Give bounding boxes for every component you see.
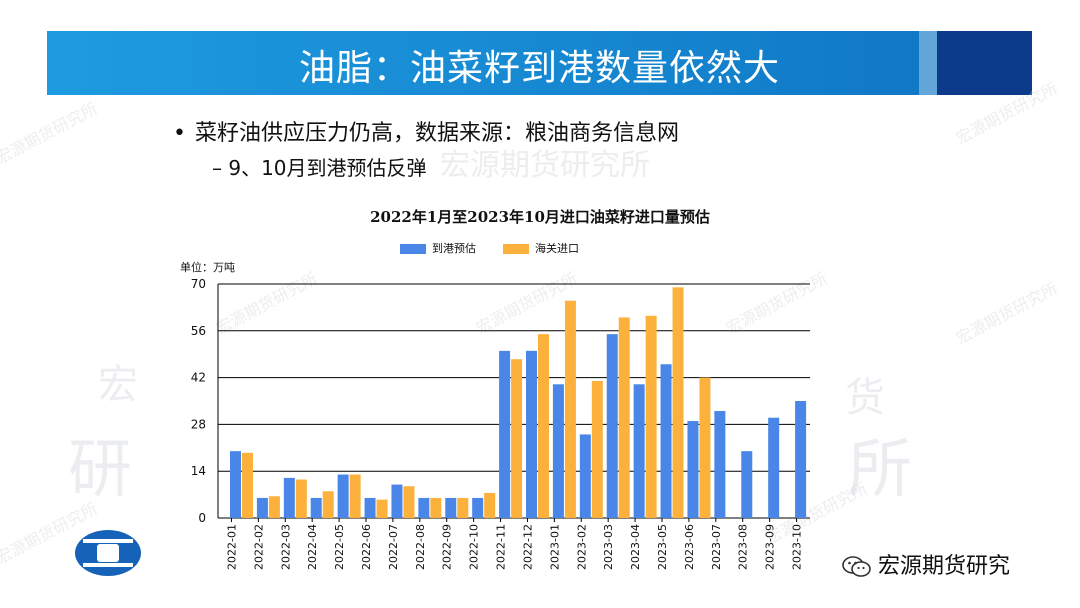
- x-tick-label: 2023-02: [575, 524, 588, 570]
- bar-customs: [618, 317, 630, 518]
- legend-swatch-arrival: [400, 244, 426, 254]
- legend-item-arrival: 到港预估: [400, 240, 476, 256]
- x-tick-label: 2023-01: [548, 524, 561, 570]
- legend-label-customs: 海关进口: [535, 242, 579, 255]
- wechat-account: 宏源期货研究: [842, 548, 1010, 580]
- bar-arrival: [418, 497, 430, 518]
- x-tick-label: 2022-06: [360, 524, 373, 570]
- bar-arrival: [687, 421, 699, 518]
- x-tick-label: 2022-02: [252, 524, 265, 570]
- x-tick-label: 2022-05: [333, 524, 346, 570]
- wechat-icon: [842, 555, 872, 579]
- legend-label-arrival: 到港预估: [432, 242, 476, 255]
- bar-arrival: [230, 451, 241, 518]
- x-tick-label: 2022-07: [387, 524, 400, 570]
- bar-customs: [349, 474, 361, 518]
- bullet-point-1: • 菜籽油供应压力仍高，数据来源：粮油商务信息网: [173, 115, 679, 147]
- company-logo: [75, 530, 141, 576]
- bar-customs: [295, 479, 307, 518]
- bar-customs: [672, 287, 684, 518]
- y-axis-unit-label: 单位：万吨: [180, 261, 235, 274]
- wechat-account-name: 宏源期货研究: [878, 554, 1011, 579]
- x-tick-label: 2023-03: [602, 524, 615, 570]
- bar-customs: [430, 497, 442, 518]
- legend-swatch-customs: [503, 244, 529, 254]
- bar-arrival: [579, 434, 591, 518]
- banner-accent-block: [937, 31, 1032, 95]
- x-tick-label: 2023-07: [710, 524, 723, 570]
- bar-customs: [457, 497, 469, 518]
- x-tick-label: 2022-11: [495, 524, 508, 570]
- bar-customs: [484, 492, 496, 518]
- bar-arrival: [310, 497, 322, 518]
- x-tick-label: 2023-09: [764, 524, 777, 570]
- bar-arrival: [364, 497, 376, 518]
- bar-arrival: [741, 451, 753, 518]
- bar-arrival: [660, 364, 672, 518]
- bar-arrival: [526, 350, 537, 518]
- x-tick-label: 2023-05: [656, 524, 669, 570]
- bullet-point-2: – 9、10月到港预估反弹: [212, 156, 427, 180]
- bar-arrival: [606, 334, 618, 518]
- bar-arrival: [283, 477, 295, 518]
- y-tick-label: 28: [191, 417, 206, 431]
- bar-arrival: [795, 401, 807, 518]
- bar-customs: [564, 300, 576, 518]
- bar-arrival: [472, 497, 484, 518]
- bar-customs: [645, 315, 657, 518]
- bar-arrival: [445, 497, 457, 518]
- bar-arrival: [714, 411, 726, 518]
- bar-arrival: [633, 384, 645, 518]
- title-banner: 油脂：油菜籽到港数量依然大: [47, 31, 1032, 95]
- chart-title: 2022年1月至2023年10月进口油菜籽进口量预估: [370, 208, 710, 226]
- x-tick-label: 2022-12: [521, 524, 534, 570]
- bar-customs: [322, 491, 334, 518]
- slide-title: 油脂：油菜籽到港数量依然大: [298, 48, 780, 89]
- x-tick-label: 2022-10: [468, 524, 481, 570]
- x-tick-label: 2023-04: [629, 524, 642, 570]
- y-tick-label: 70: [191, 277, 206, 291]
- x-tick-label: 2022-01: [225, 524, 238, 570]
- bar-customs: [268, 496, 280, 518]
- bar-customs: [699, 377, 711, 518]
- bar-arrival: [552, 384, 564, 518]
- bar-arrival: [337, 474, 349, 518]
- bar-customs: [376, 499, 388, 518]
- y-tick-label: 0: [198, 511, 206, 525]
- bar-arrival: [499, 350, 511, 518]
- bar-arrival: [768, 417, 780, 518]
- bullet-1-text: 菜籽油供应压力仍高，数据来源：粮油商务信息网: [195, 121, 680, 146]
- bar-customs: [591, 380, 603, 518]
- bar-customs: [403, 486, 415, 518]
- bar-customs: [242, 452, 253, 518]
- x-tick-label: 2023-10: [791, 524, 804, 570]
- bar-customs: [538, 334, 549, 518]
- x-tick-label: 2022-08: [414, 524, 427, 570]
- banner-decoration: [919, 31, 937, 95]
- bar-arrival: [391, 484, 403, 518]
- x-tick-label: 2022-03: [279, 524, 292, 570]
- x-tick-label: 2023-08: [737, 524, 750, 570]
- x-tick-label: 2023-06: [683, 524, 696, 570]
- legend-item-customs: 海关进口: [503, 240, 579, 256]
- x-tick-label: 2022-09: [441, 524, 454, 570]
- y-tick-label: 42: [191, 371, 206, 385]
- y-tick-label: 14: [191, 464, 206, 478]
- bar-customs: [511, 359, 523, 518]
- y-tick-label: 56: [191, 324, 206, 338]
- bar-arrival: [256, 497, 268, 518]
- bullet-marker: •: [173, 121, 186, 146]
- x-tick-label: 2022-04: [306, 524, 319, 570]
